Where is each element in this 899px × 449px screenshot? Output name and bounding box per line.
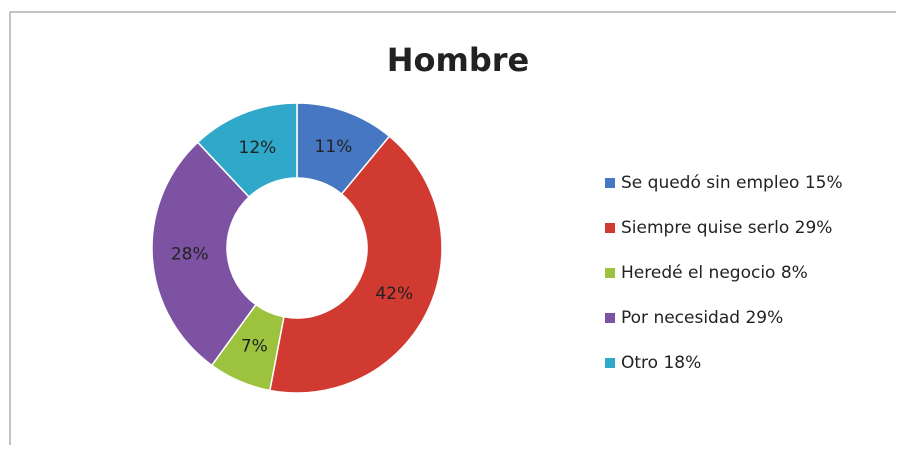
- data-label: 28%: [171, 245, 209, 265]
- legend-swatch: [605, 313, 615, 323]
- data-label: 7%: [241, 337, 268, 357]
- slice: [196, 102, 298, 199]
- legend-label: Otro 18%: [621, 353, 701, 373]
- legend-label: Se quedó sin empleo 15%: [621, 173, 843, 193]
- slice: [151, 141, 257, 367]
- slice: [268, 135, 443, 394]
- legend-swatch: [605, 223, 615, 233]
- legend-swatch: [605, 178, 615, 188]
- legend-label: Por necesidad 29%: [621, 308, 783, 328]
- data-label: 42%: [375, 284, 413, 304]
- legend-label: Heredé el negocio 8%: [621, 263, 808, 283]
- legend-label: Siempre quise serlo 29%: [621, 218, 832, 238]
- data-label: 12%: [239, 138, 277, 158]
- legend-swatch: [605, 268, 615, 278]
- data-label: 11%: [315, 137, 353, 157]
- legend-swatch: [605, 358, 615, 368]
- chart-title: Hombre: [387, 41, 530, 79]
